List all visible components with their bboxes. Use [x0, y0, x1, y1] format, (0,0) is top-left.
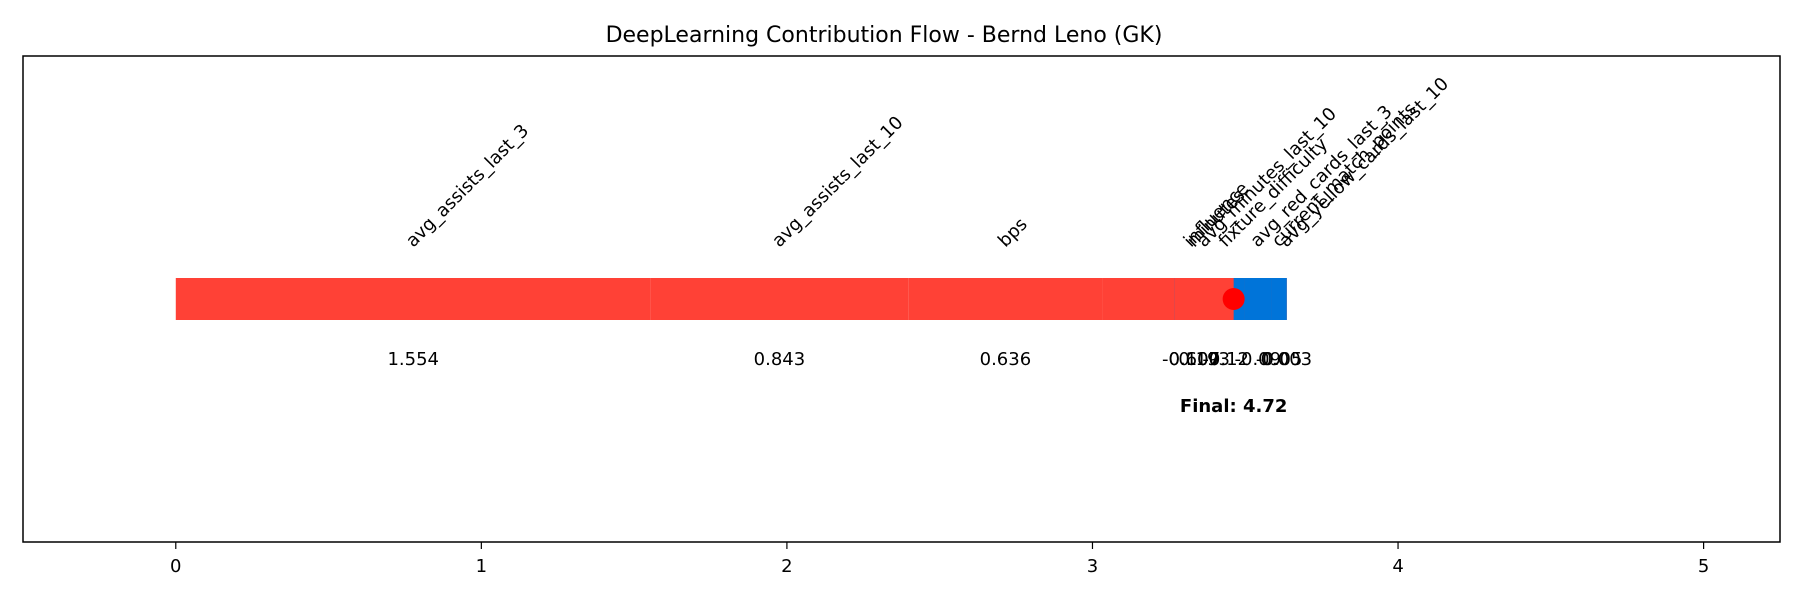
value-label: -0.12	[1202, 349, 1249, 370]
x-tick-label: 3	[1087, 556, 1098, 577]
value-label: -0.09	[1235, 349, 1282, 370]
value-label: 1.554	[387, 349, 439, 370]
bar-segment-avg-red-cards-last-3	[1244, 278, 1272, 320]
value-label: 0.193	[1178, 349, 1230, 370]
x-tick-label: 1	[476, 556, 487, 577]
value-label: -0.107	[1162, 349, 1220, 370]
chart-title: DeepLearning Contribution Flow - Bernd L…	[606, 23, 1163, 48]
plot-area-frame	[22, 55, 1781, 543]
x-tick-label: 2	[781, 556, 792, 577]
x-tick-label: 4	[1392, 556, 1403, 577]
feature-label: avg_assists_last_3	[402, 120, 533, 251]
bar-segment-avg-assists-last-10	[650, 278, 909, 320]
feature-label: bps	[994, 214, 1032, 252]
x-axis: 0 1 2 3 4 5	[170, 542, 1709, 577]
value-label: 0.003	[1261, 349, 1313, 370]
value-label: 0.636	[980, 349, 1032, 370]
value-labels: 1.554 0.843 0.636 0.600 0.003-0.05-0.09-0.12…	[387, 349, 1312, 370]
x-tick-label: 0	[170, 556, 181, 577]
feature-label: avg_assists_last_10	[768, 112, 907, 251]
value-label: -0.05	[1256, 349, 1303, 370]
final-label: Final: 4.72	[1180, 396, 1287, 417]
value-label: 0.600	[1168, 349, 1220, 370]
final-marker	[1222, 288, 1245, 310]
bar-segment-avg-assists-last-3	[175, 278, 651, 320]
x-tick-label: 5	[1698, 556, 1709, 577]
value-label: 0.843	[754, 349, 806, 370]
flow-bars	[175, 278, 1287, 320]
bar-segment-bps	[908, 278, 1103, 320]
bar-segment-current-match-points	[1271, 278, 1287, 320]
